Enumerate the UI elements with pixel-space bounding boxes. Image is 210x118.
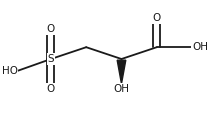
Text: O: O xyxy=(47,84,55,93)
Text: OH: OH xyxy=(192,42,208,52)
Text: O: O xyxy=(47,25,55,34)
Text: HO: HO xyxy=(2,66,18,76)
Text: S: S xyxy=(48,54,54,64)
Polygon shape xyxy=(117,60,126,84)
Text: O: O xyxy=(153,13,161,23)
Text: OH: OH xyxy=(113,84,130,93)
